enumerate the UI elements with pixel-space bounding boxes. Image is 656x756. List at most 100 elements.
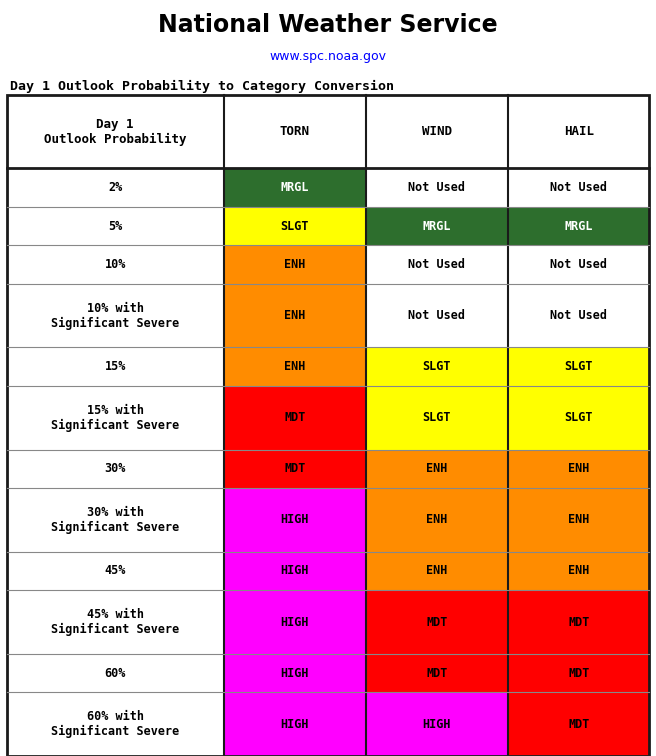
Text: SLGT: SLGT [422,411,451,424]
Bar [224,95,366,169]
Bar [366,386,508,450]
Bar [508,348,649,386]
Text: 5%: 5% [108,219,122,233]
Bar [508,692,649,756]
Bar [7,692,224,756]
Text: ENH: ENH [426,513,447,526]
Bar [366,590,508,654]
Bar [508,284,649,348]
Text: MRGL: MRGL [422,219,451,233]
Text: MDT: MDT [568,667,589,680]
Text: SLGT: SLGT [422,360,451,373]
Text: ENH: ENH [568,565,589,578]
Text: 30% with
Significant Severe: 30% with Significant Severe [51,506,179,534]
Text: 60% with
Significant Severe: 60% with Significant Severe [51,710,179,739]
Bar [508,95,649,169]
Bar [224,552,366,590]
Text: ENH: ENH [284,258,306,271]
Bar [366,284,508,348]
Bar [7,284,224,348]
Bar [508,207,649,245]
Text: HIGH: HIGH [281,667,309,680]
Text: 45% with
Significant Severe: 45% with Significant Severe [51,608,179,636]
Text: MDT: MDT [568,717,589,731]
Text: 10% with
Significant Severe: 10% with Significant Severe [51,302,179,330]
Bar [7,590,224,654]
Bar [7,169,224,207]
Bar [224,348,366,386]
Bar [508,488,649,552]
Text: ENH: ENH [568,513,589,526]
Bar [224,284,366,348]
Text: WIND: WIND [422,125,452,138]
Text: 2%: 2% [108,181,122,194]
Bar [366,169,508,207]
Text: Day 1
Outlook Probability: Day 1 Outlook Probability [44,118,186,146]
Text: HAIL: HAIL [564,125,594,138]
Text: 60%: 60% [104,667,126,680]
Bar [366,552,508,590]
Text: MDT: MDT [568,615,589,628]
Text: ENH: ENH [568,463,589,476]
Bar [7,654,224,692]
Bar [508,386,649,450]
Text: SLGT: SLGT [281,219,309,233]
Bar [508,552,649,590]
Bar [224,245,366,284]
Text: HIGH: HIGH [281,513,309,526]
Text: Not Used: Not Used [550,258,607,271]
Bar [224,169,366,207]
Text: 30%: 30% [104,463,126,476]
Bar [366,207,508,245]
Bar [224,386,366,450]
Text: MRGL: MRGL [281,181,309,194]
Bar [7,245,224,284]
Bar [7,552,224,590]
Text: MDT: MDT [426,667,447,680]
Text: ENH: ENH [426,565,447,578]
Text: ENH: ENH [426,463,447,476]
Bar [366,348,508,386]
Text: Not Used: Not Used [409,181,466,194]
Text: HIGH: HIGH [422,717,451,731]
Text: Not Used: Not Used [550,309,607,322]
Text: SLGT: SLGT [564,411,593,424]
Bar [366,95,508,169]
Bar [7,386,224,450]
Bar [508,169,649,207]
Text: HIGH: HIGH [281,717,309,731]
Bar [366,488,508,552]
Text: www.spc.noaa.gov: www.spc.noaa.gov [270,50,386,63]
Text: MDT: MDT [426,615,447,628]
Bar [224,488,366,552]
Text: ENH: ENH [284,309,306,322]
Bar [508,450,649,488]
Text: ENH: ENH [284,360,306,373]
Bar [366,245,508,284]
Text: 15% with
Significant Severe: 15% with Significant Severe [51,404,179,432]
Bar [224,207,366,245]
Text: 10%: 10% [104,258,126,271]
Bar [7,95,224,169]
Text: National Weather Service: National Weather Service [158,13,498,37]
Bar [7,207,224,245]
Text: SLGT: SLGT [564,360,593,373]
Text: MRGL: MRGL [564,219,593,233]
Text: MDT: MDT [284,463,306,476]
Bar [508,654,649,692]
Text: 15%: 15% [104,360,126,373]
Bar [366,654,508,692]
Text: 45%: 45% [104,565,126,578]
Bar [508,590,649,654]
Bar [224,590,366,654]
Bar [366,692,508,756]
Bar [224,654,366,692]
Text: Not Used: Not Used [409,258,466,271]
Text: Day 1 Outlook Probability to Category Conversion: Day 1 Outlook Probability to Category Co… [10,80,394,93]
Bar [224,450,366,488]
Bar [366,450,508,488]
Bar [7,450,224,488]
Bar [7,488,224,552]
Text: Not Used: Not Used [550,181,607,194]
Text: Not Used: Not Used [409,309,466,322]
